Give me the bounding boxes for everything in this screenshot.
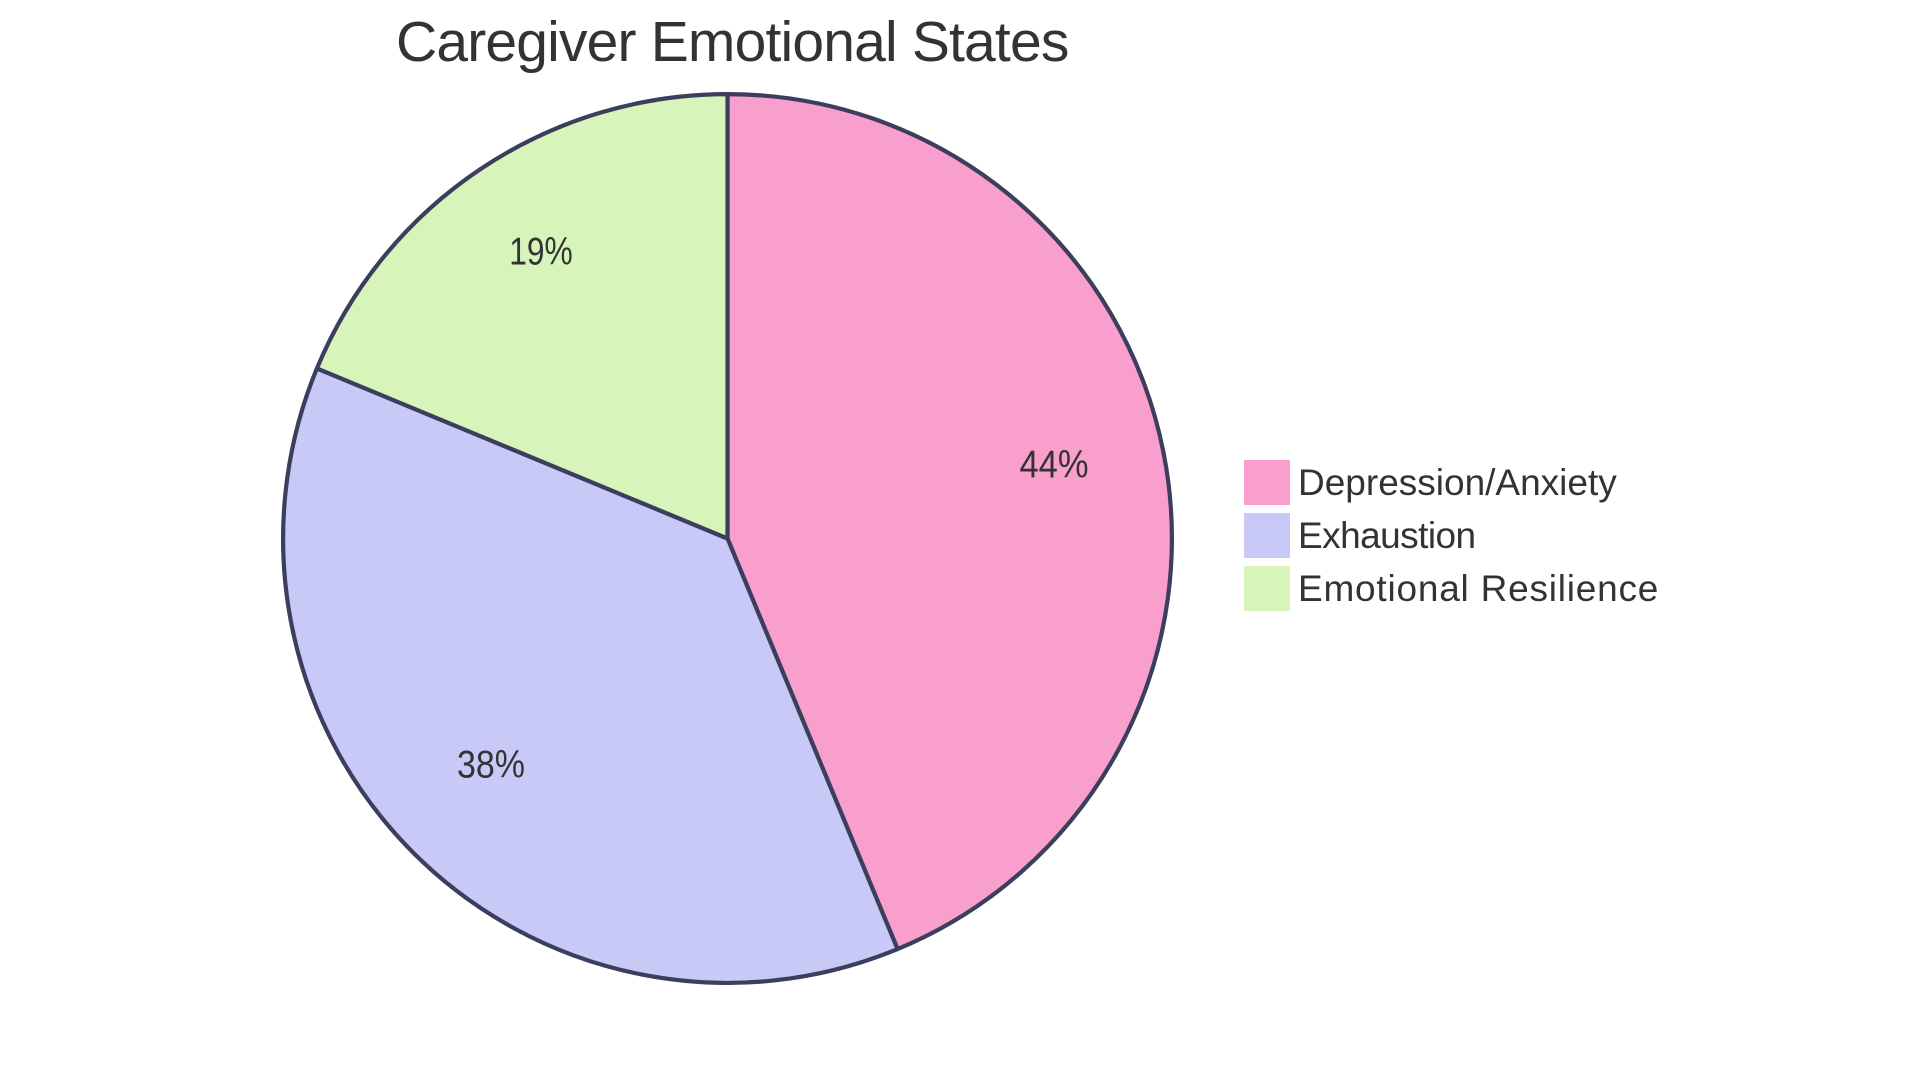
svg-text:38%: 38% [457,743,525,786]
svg-text:44%: 44% [1020,443,1089,486]
svg-text:19%: 19% [509,230,573,273]
